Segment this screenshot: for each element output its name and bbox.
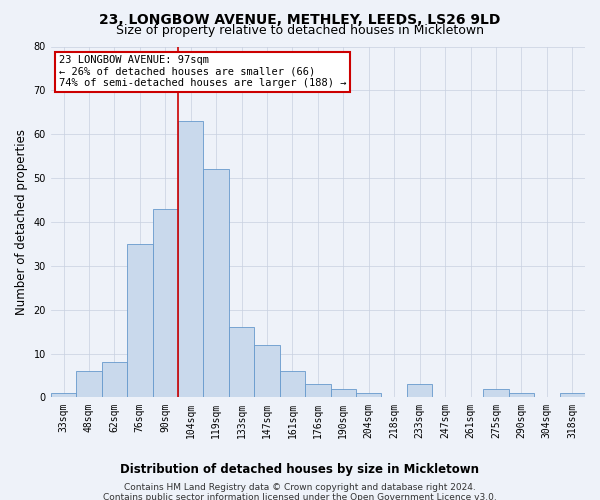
Bar — [51, 393, 76, 398]
Bar — [178, 121, 203, 398]
Bar — [254, 345, 280, 398]
Text: Distribution of detached houses by size in Mickletown: Distribution of detached houses by size … — [121, 462, 479, 475]
Bar — [203, 170, 229, 398]
Text: 23, LONGBOW AVENUE, METHLEY, LEEDS, LS26 9LD: 23, LONGBOW AVENUE, METHLEY, LEEDS, LS26… — [100, 12, 500, 26]
Text: Contains HM Land Registry data © Crown copyright and database right 2024.: Contains HM Land Registry data © Crown c… — [124, 484, 476, 492]
Bar — [229, 327, 254, 398]
Y-axis label: Number of detached properties: Number of detached properties — [15, 129, 28, 315]
Bar — [509, 393, 534, 398]
Text: Size of property relative to detached houses in Mickletown: Size of property relative to detached ho… — [116, 24, 484, 37]
Bar — [560, 393, 585, 398]
Bar — [407, 384, 433, 398]
Bar — [101, 362, 127, 398]
Bar — [280, 371, 305, 398]
Bar — [331, 388, 356, 398]
Bar — [356, 393, 382, 398]
Bar — [305, 384, 331, 398]
Text: 23 LONGBOW AVENUE: 97sqm
← 26% of detached houses are smaller (66)
74% of semi-d: 23 LONGBOW AVENUE: 97sqm ← 26% of detach… — [59, 56, 346, 88]
Bar — [483, 388, 509, 398]
Bar — [76, 371, 101, 398]
Text: Contains public sector information licensed under the Open Government Licence v3: Contains public sector information licen… — [103, 492, 497, 500]
Bar — [127, 244, 152, 398]
Bar — [152, 209, 178, 398]
